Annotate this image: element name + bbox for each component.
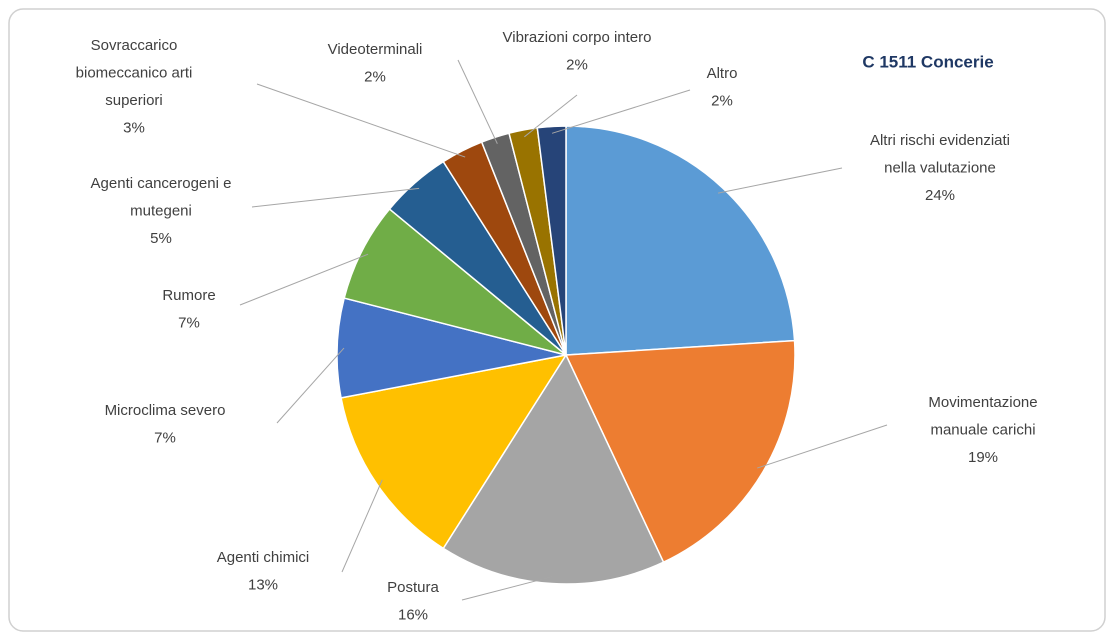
value-label: 7% (178, 314, 200, 331)
leader-line (239, 253, 369, 306)
leader-line (757, 424, 888, 469)
category-label: Altri rischi evidenziati nella valutazion… (870, 132, 1010, 177)
pie-slice (442, 353, 665, 585)
pie-slice (565, 125, 796, 356)
category-label: Postura (387, 579, 439, 596)
leader-line (461, 576, 553, 601)
category-label: Videoterminali (328, 41, 423, 58)
category-label: Rumore (162, 287, 215, 304)
value-label: 24% (925, 187, 955, 204)
pie-slice (536, 125, 567, 356)
value-label: 13% (248, 576, 278, 593)
leader-line (256, 83, 466, 158)
category-label: Agenti cancerogeni e mutegeni (91, 175, 232, 220)
category-label: Sovraccarico biomeccanico arti superiori (76, 37, 193, 109)
leader-line (717, 167, 843, 194)
category-label: Vibrazioni corpo intero (503, 29, 652, 46)
value-label: 5% (150, 230, 172, 247)
value-label: 2% (711, 92, 733, 109)
category-label: Agenti chimici (217, 549, 310, 566)
value-label: 16% (398, 606, 428, 623)
pie-slice (340, 353, 568, 550)
category-label: Microclima severo (105, 402, 226, 419)
leader-line (276, 347, 345, 424)
value-label: 19% (968, 449, 998, 466)
value-label: 2% (566, 56, 588, 73)
leader-line (251, 187, 420, 208)
category-label: Altro (707, 65, 738, 82)
leader-line (524, 94, 578, 138)
category-label: Movimentazione manuale carichi (928, 394, 1037, 439)
value-label: 2% (364, 68, 386, 85)
leader-line (551, 89, 691, 134)
value-label: 7% (154, 429, 176, 446)
value-label: 3% (123, 119, 145, 136)
leader-line (341, 479, 383, 573)
chart-title: C 1511 Concerie (862, 52, 993, 71)
pie-slice (564, 339, 796, 564)
leader-line (457, 59, 498, 144)
